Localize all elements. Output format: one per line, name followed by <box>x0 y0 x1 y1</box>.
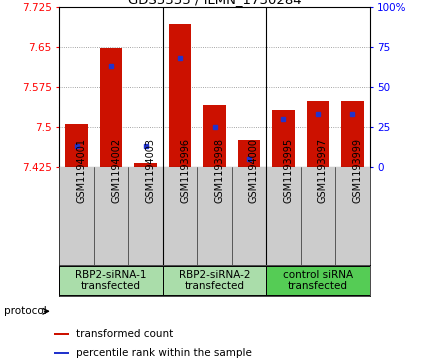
Bar <box>169 24 191 167</box>
Text: GSM1193999: GSM1193999 <box>352 138 363 203</box>
Title: GDS5355 / ILMN_1730284: GDS5355 / ILMN_1730284 <box>128 0 301 6</box>
Text: percentile rank within the sample: percentile rank within the sample <box>76 348 251 358</box>
Bar <box>238 140 260 167</box>
Bar <box>59 266 163 295</box>
Text: GSM1193995: GSM1193995 <box>283 138 293 204</box>
Bar <box>307 102 329 167</box>
Text: GSM1193998: GSM1193998 <box>215 138 224 203</box>
Text: GSM1194003: GSM1194003 <box>146 138 156 203</box>
Bar <box>100 48 122 167</box>
Text: GSM1194002: GSM1194002 <box>111 138 121 204</box>
Bar <box>163 266 266 295</box>
Text: RBP2-siRNA-1
transfected: RBP2-siRNA-1 transfected <box>75 270 147 291</box>
Text: protocol: protocol <box>4 306 47 316</box>
Bar <box>134 163 157 167</box>
Bar <box>203 105 226 167</box>
Bar <box>341 102 363 167</box>
Text: RBP2-siRNA-2
transfected: RBP2-siRNA-2 transfected <box>179 270 250 291</box>
Bar <box>54 352 69 354</box>
Text: GSM1194001: GSM1194001 <box>77 138 87 203</box>
Text: control siRNA
transfected: control siRNA transfected <box>283 270 353 291</box>
Bar <box>66 125 88 167</box>
Text: GSM1194000: GSM1194000 <box>249 138 259 203</box>
Bar <box>54 333 69 335</box>
Text: GSM1193996: GSM1193996 <box>180 138 190 203</box>
Bar <box>272 110 295 167</box>
Text: GSM1193997: GSM1193997 <box>318 138 328 204</box>
Bar <box>266 266 370 295</box>
Text: transformed count: transformed count <box>76 329 173 339</box>
